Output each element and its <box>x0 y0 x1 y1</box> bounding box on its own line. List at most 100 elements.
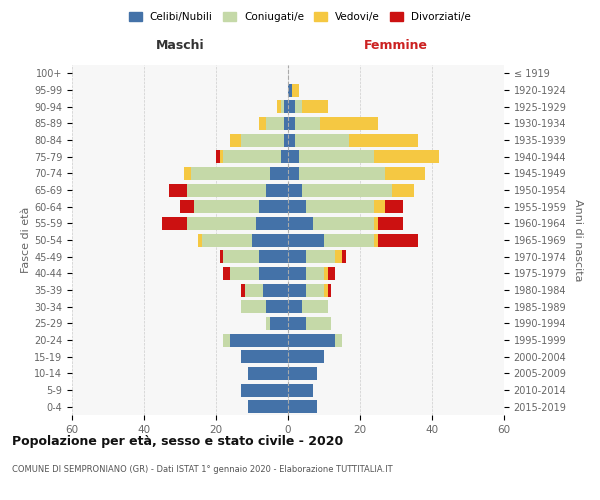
Bar <box>241 284 245 296</box>
Bar <box>180 200 194 213</box>
Bar <box>241 384 288 396</box>
Legend: Celibi/Nubili, Coniugati/e, Vedovi/e, Divorziati/e: Celibi/Nubili, Coniugati/e, Vedovi/e, Di… <box>125 8 475 26</box>
Bar <box>284 134 288 146</box>
Bar <box>306 317 331 330</box>
Bar <box>259 117 266 130</box>
Bar <box>248 367 288 380</box>
Bar <box>284 100 288 113</box>
Bar <box>288 150 299 163</box>
Bar <box>295 117 320 130</box>
Bar <box>270 317 288 330</box>
Bar <box>277 100 281 113</box>
Bar <box>245 284 263 296</box>
Bar <box>266 317 270 330</box>
Bar <box>266 300 288 313</box>
Bar <box>288 267 306 280</box>
Bar <box>374 234 378 246</box>
Bar <box>288 167 299 180</box>
Bar <box>281 100 284 113</box>
Bar <box>230 267 259 280</box>
Bar <box>241 134 284 146</box>
Bar <box>288 367 317 380</box>
Bar <box>230 134 241 146</box>
Bar <box>288 284 306 296</box>
Bar <box>162 217 187 230</box>
Text: Femmine: Femmine <box>364 38 428 52</box>
Bar <box>259 250 288 263</box>
Bar <box>324 267 328 280</box>
Text: Maschi: Maschi <box>155 38 205 52</box>
Bar <box>288 117 295 130</box>
Bar <box>223 250 259 263</box>
Bar <box>335 250 342 263</box>
Bar <box>324 284 328 296</box>
Bar <box>198 234 202 246</box>
Bar <box>288 250 306 263</box>
Bar <box>295 100 302 113</box>
Bar <box>216 150 220 163</box>
Bar <box>223 150 281 163</box>
Bar <box>281 150 288 163</box>
Bar <box>288 100 295 113</box>
Bar <box>259 200 288 213</box>
Bar <box>288 400 317 413</box>
Bar <box>266 117 284 130</box>
Bar <box>252 234 288 246</box>
Bar <box>263 284 288 296</box>
Bar <box>220 150 223 163</box>
Bar <box>187 184 266 196</box>
Bar <box>241 350 288 363</box>
Bar <box>288 334 335 346</box>
Bar <box>302 100 328 113</box>
Bar <box>259 267 288 280</box>
Bar <box>306 284 324 296</box>
Bar <box>241 300 266 313</box>
Bar <box>328 267 335 280</box>
Bar <box>288 350 324 363</box>
Bar <box>306 267 324 280</box>
Bar <box>342 250 346 263</box>
Bar <box>288 217 313 230</box>
Bar <box>248 400 288 413</box>
Bar <box>220 250 223 263</box>
Bar <box>378 234 418 246</box>
Bar <box>324 234 374 246</box>
Bar <box>202 234 252 246</box>
Bar <box>187 217 256 230</box>
Bar <box>392 184 414 196</box>
Text: Popolazione per età, sesso e stato civile - 2020: Popolazione per età, sesso e stato civil… <box>12 435 343 448</box>
Bar <box>374 150 439 163</box>
Bar <box>223 334 230 346</box>
Bar <box>284 117 288 130</box>
Y-axis label: Anni di nascita: Anni di nascita <box>573 198 583 281</box>
Bar <box>270 167 288 180</box>
Bar <box>184 167 191 180</box>
Bar <box>194 200 259 213</box>
Bar <box>256 217 288 230</box>
Bar <box>288 134 295 146</box>
Bar <box>385 167 425 180</box>
Bar <box>349 134 418 146</box>
Bar <box>378 217 403 230</box>
Bar <box>230 334 288 346</box>
Bar <box>288 200 306 213</box>
Bar <box>328 284 331 296</box>
Bar <box>288 384 313 396</box>
Bar <box>288 84 292 96</box>
Bar <box>292 84 299 96</box>
Bar <box>302 300 328 313</box>
Y-axis label: Fasce di età: Fasce di età <box>21 207 31 273</box>
Bar <box>288 234 324 246</box>
Text: COMUNE DI SEMPRONIANO (GR) - Dati ISTAT 1° gennaio 2020 - Elaborazione TUTTITALI: COMUNE DI SEMPRONIANO (GR) - Dati ISTAT … <box>12 465 392 474</box>
Bar <box>288 300 302 313</box>
Bar <box>169 184 187 196</box>
Bar <box>288 317 306 330</box>
Bar <box>302 184 392 196</box>
Bar <box>320 117 378 130</box>
Bar <box>306 200 374 213</box>
Bar <box>295 134 349 146</box>
Bar <box>299 167 385 180</box>
Bar <box>335 334 342 346</box>
Bar <box>313 217 374 230</box>
Bar <box>306 250 335 263</box>
